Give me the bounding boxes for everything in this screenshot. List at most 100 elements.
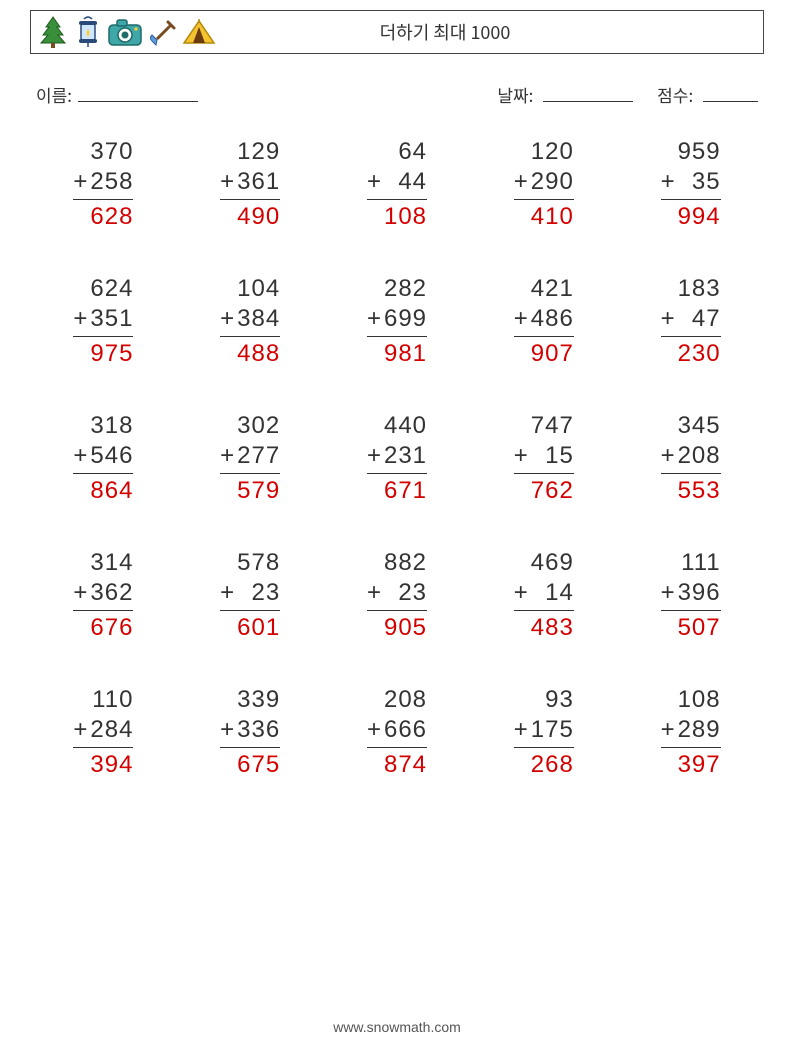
problem: 747+ 15762 xyxy=(490,411,597,506)
answer: 905 xyxy=(384,611,427,643)
problem: 469+ 14483 xyxy=(490,548,597,643)
answer: 981 xyxy=(384,337,427,369)
operand-top: 120 xyxy=(531,137,574,167)
operand-bottom: 47 xyxy=(678,304,721,334)
lantern-icon xyxy=(73,15,103,49)
problem: 93+175268 xyxy=(490,685,597,780)
operand-top: 959 xyxy=(678,137,721,167)
operator: + xyxy=(367,441,382,471)
operator: + xyxy=(661,304,676,334)
camera-icon xyxy=(107,17,143,47)
answer: 488 xyxy=(237,337,280,369)
problem: 183+ 47230 xyxy=(637,274,744,369)
operator: + xyxy=(661,441,676,471)
operand-top: 282 xyxy=(384,274,427,304)
operator: + xyxy=(367,167,382,197)
operator: + xyxy=(514,441,529,471)
operator: + xyxy=(514,578,529,608)
worksheet-title: 더하기 최대 1000 xyxy=(217,19,753,45)
operator: + xyxy=(73,578,88,608)
operand-bottom: 208 xyxy=(678,441,721,471)
operand-top: 469 xyxy=(531,548,574,578)
answer: 230 xyxy=(678,337,721,369)
operand-top: 183 xyxy=(678,274,721,304)
problem: 345+208553 xyxy=(637,411,744,506)
operand-top: 111 xyxy=(681,548,720,578)
operator: + xyxy=(220,715,235,745)
operand-bottom: 290 xyxy=(531,167,574,197)
answer: 864 xyxy=(90,474,133,506)
score-label: 점수: xyxy=(657,82,693,107)
operand-bottom: 277 xyxy=(237,441,280,471)
problem: 129+361490 xyxy=(197,137,304,232)
operand-top: 104 xyxy=(237,274,280,304)
answer: 579 xyxy=(237,474,280,506)
problem: 318+546864 xyxy=(50,411,157,506)
answer: 268 xyxy=(531,748,574,780)
problem: 120+290410 xyxy=(490,137,597,232)
answer: 762 xyxy=(531,474,574,506)
name-label: 이름: xyxy=(36,82,72,107)
operand-top: 370 xyxy=(90,137,133,167)
answer: 994 xyxy=(678,200,721,232)
operand-bottom: 699 xyxy=(384,304,427,334)
date-blank xyxy=(543,83,633,102)
operator: + xyxy=(73,715,88,745)
problem: 339+336675 xyxy=(197,685,304,780)
operator: + xyxy=(514,715,529,745)
operand-bottom: 666 xyxy=(384,715,427,745)
shovel-icon xyxy=(147,15,177,49)
operand-top: 882 xyxy=(384,548,427,578)
operator: + xyxy=(73,441,88,471)
operand-top: 64 xyxy=(384,137,427,167)
problem: 110+284394 xyxy=(50,685,157,780)
problem: 208+666874 xyxy=(344,685,451,780)
name-blank xyxy=(78,83,198,102)
operand-top: 318 xyxy=(90,411,133,441)
header: 더하기 최대 1000 xyxy=(30,10,764,54)
answer: 394 xyxy=(90,748,133,780)
answer: 676 xyxy=(90,611,133,643)
operand-bottom: 23 xyxy=(237,578,280,608)
operand-top: 108 xyxy=(678,685,721,715)
header-icons xyxy=(37,15,217,49)
operator: + xyxy=(73,304,88,334)
date-label: 날짜: xyxy=(497,82,533,107)
answer: 410 xyxy=(531,200,574,232)
operand-top: 440 xyxy=(384,411,427,441)
operand-bottom: 14 xyxy=(531,578,574,608)
operand-bottom: 23 xyxy=(384,578,427,608)
operand-bottom: 258 xyxy=(90,167,133,197)
answer: 628 xyxy=(90,200,133,232)
answer: 975 xyxy=(90,337,133,369)
operator: + xyxy=(220,304,235,334)
answer: 397 xyxy=(678,748,721,780)
operand-bottom: 35 xyxy=(678,167,721,197)
operand-bottom: 44 xyxy=(384,167,427,197)
problem: 578+ 23601 xyxy=(197,548,304,643)
problem: 314+362676 xyxy=(50,548,157,643)
operator: + xyxy=(220,167,235,197)
operand-bottom: 384 xyxy=(237,304,280,334)
operator: + xyxy=(220,578,235,608)
operand-top: 578 xyxy=(237,548,280,578)
operand-top: 345 xyxy=(678,411,721,441)
operand-bottom: 175 xyxy=(531,715,574,745)
operator: + xyxy=(367,578,382,608)
operator: + xyxy=(220,441,235,471)
operand-top: 208 xyxy=(384,685,427,715)
operand-bottom: 351 xyxy=(90,304,133,334)
operand-bottom: 284 xyxy=(90,715,133,745)
problem: 108+289397 xyxy=(637,685,744,780)
operand-top: 302 xyxy=(237,411,280,441)
problem: 302+277579 xyxy=(197,411,304,506)
operand-bottom: 546 xyxy=(90,441,133,471)
operand-top: 624 xyxy=(90,274,133,304)
problem: 104+384488 xyxy=(197,274,304,369)
operand-bottom: 289 xyxy=(678,715,721,745)
operand-top: 314 xyxy=(90,548,133,578)
info-row: 이름: 날짜: 점수: xyxy=(36,82,758,107)
operand-top: 129 xyxy=(237,137,280,167)
operator: + xyxy=(367,304,382,334)
answer: 108 xyxy=(384,200,427,232)
